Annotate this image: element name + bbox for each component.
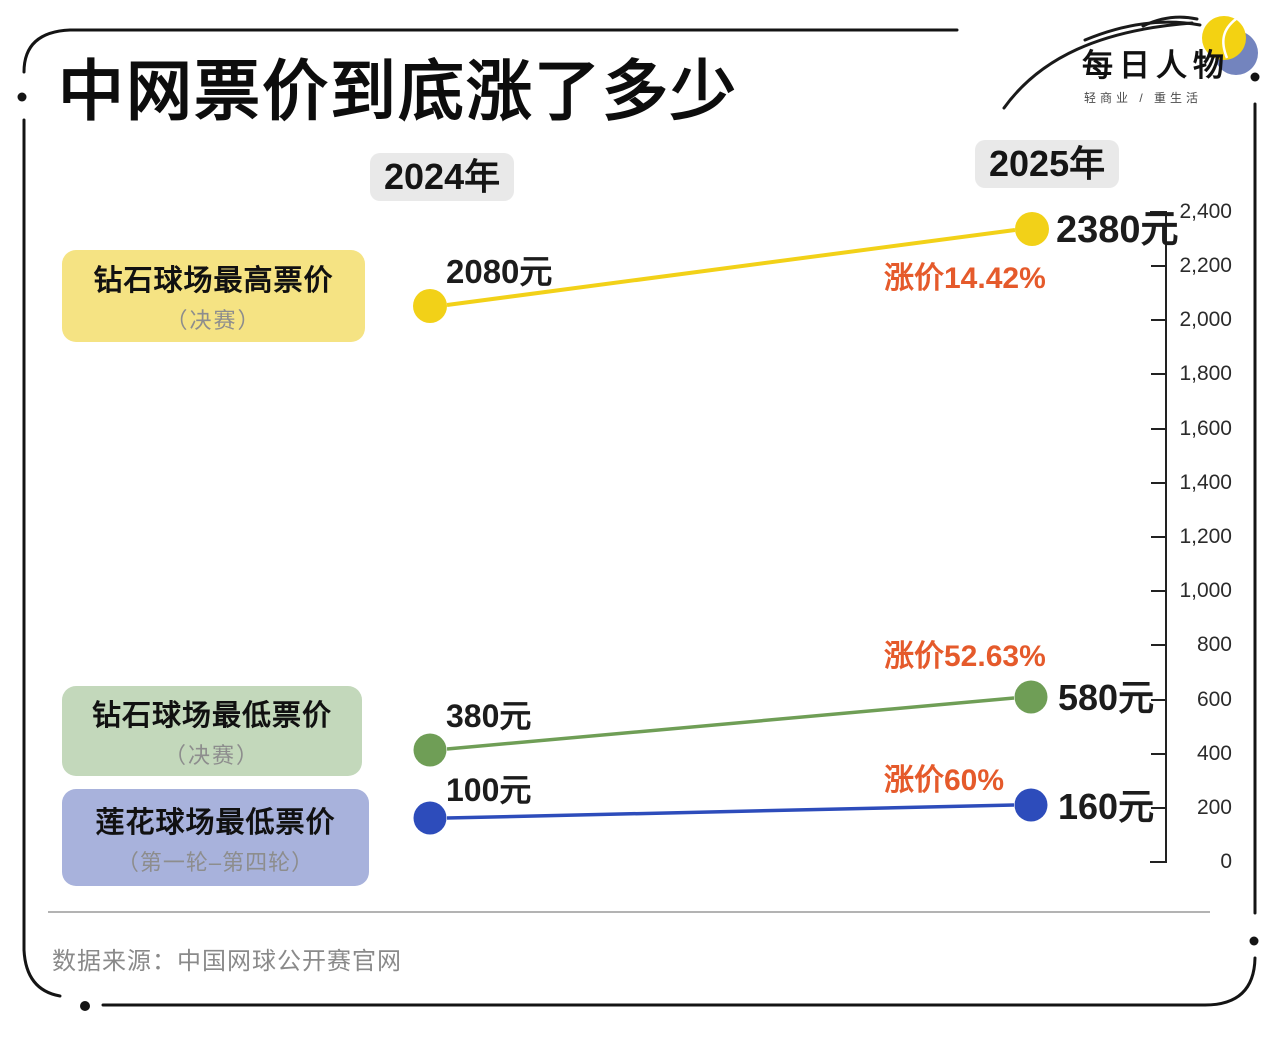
line-lotus-min [446, 803, 1015, 820]
axis-tick-label: 200 [1196, 796, 1232, 819]
frame-corner-dots [17, 72, 1260, 1011]
year-header-2024: 2024年 [370, 153, 515, 201]
legend-label: 钻石球场最高票价 [93, 265, 334, 297]
dot-lotus-min-2024 [413, 801, 447, 835]
axis-tick-label: 0 [1220, 850, 1232, 873]
legend-box-diamond-max: 钻石球场最高票价 （决赛） [62, 250, 365, 342]
legend-sublabel: （决赛） [165, 308, 262, 333]
line-diamond-max [446, 228, 1016, 307]
dot-lotus-min-2025 [1014, 788, 1048, 822]
logo-tagline: 轻商业 / 重生活 [1084, 91, 1203, 105]
axis-tick-label: 1,400 [1179, 471, 1232, 494]
frame-dot-top-right [1250, 72, 1260, 82]
frame-dot-bottom-left [80, 1001, 90, 1011]
value-label-lotus-min-2025: 160元 [1058, 786, 1155, 827]
frame-dot-bottom-right [1249, 936, 1259, 946]
axis-tick-label: 400 [1196, 742, 1232, 765]
value-label-diamond-max-2024: 2080元 [446, 253, 553, 290]
y-axis-labels: 2,400 2,200 2,000 1,800 1,600 1,400 1,20… [1152, 0, 1232, 1038]
legend-label: 钻石球场最低票价 [91, 700, 332, 732]
logo-wordmark: 每日人物 [1082, 48, 1230, 83]
dot-diamond-max-2025 [1015, 212, 1049, 246]
frame-dot-top-left [17, 92, 27, 102]
year-header-2025: 2025年 [975, 140, 1120, 188]
value-label-diamond-min-2025: 580元 [1058, 677, 1155, 718]
change-label-diamond-min: 涨价52.63% [884, 640, 1046, 673]
legend-box-lotus-min: 莲花球场最低票价 （第一轮–第四轮） [62, 789, 369, 886]
tennis-ball-icon [1202, 16, 1258, 75]
dot-diamond-max-2024 [413, 289, 447, 323]
axis-tick-label: 2,400 [1179, 200, 1232, 223]
axis-tick-label: 2,200 [1179, 254, 1232, 277]
axis-tick-label: 1,200 [1179, 525, 1232, 548]
legend-sublabel: （决赛） [163, 743, 260, 768]
dot-diamond-min-2025 [1014, 680, 1048, 714]
axis-tick-label: 600 [1196, 688, 1232, 711]
ball-seam [1222, 18, 1237, 59]
legend-sublabel: （第一轮–第四轮） [116, 849, 315, 875]
axis-tick-label: 1,800 [1179, 362, 1232, 385]
axis-tick-label: 1,000 [1179, 579, 1232, 602]
value-label-diamond-min-2024: 380元 [446, 698, 532, 734]
change-label-diamond-max: 涨价14.42% [884, 262, 1046, 295]
legend-label: 莲花球场最低票价 [95, 806, 336, 839]
source-note: 数据来源：中国网球公开赛官网 [52, 948, 402, 975]
dot-diamond-min-2024 [413, 733, 447, 767]
page-title: 中网票价到底涨了多少 [58, 54, 738, 128]
axis-tick-label: 2,000 [1179, 308, 1232, 331]
legend-box-diamond-min: 钻石球场最低票价 （决赛） [62, 686, 362, 776]
value-label-diamond-max-2025: 2380元 [1056, 209, 1179, 251]
line-diamond-min [446, 696, 1015, 751]
y-axis [1150, 211, 1167, 863]
frame-border [22, 28, 1257, 1007]
axis-tick-label: 800 [1196, 633, 1232, 656]
value-label-lotus-min-2024: 100元 [446, 772, 532, 808]
axis-tick-label: 1,600 [1179, 417, 1232, 440]
change-label-lotus-min: 涨价60% [884, 764, 1005, 797]
logo-swoosh-arcs [1002, 15, 1202, 110]
